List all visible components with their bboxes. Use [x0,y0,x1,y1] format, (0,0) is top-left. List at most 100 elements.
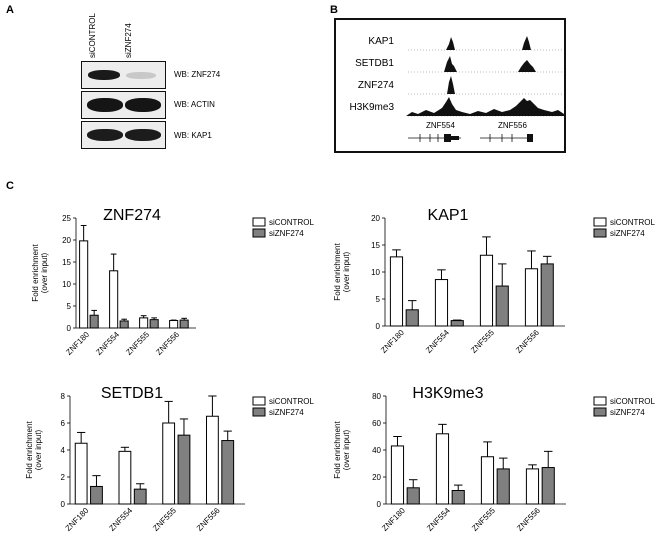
x-tick-label: ZNF554 [425,506,452,533]
x-tick-label: ZNF180 [64,330,91,357]
legend-swatch [593,407,607,417]
x-tick-label: ZNF554 [424,328,451,355]
x-tick-label: ZNF180 [380,506,407,533]
track-label-setdb1: SETDB1 [355,58,394,69]
legend-label: siCONTROL [610,218,655,227]
genome-tracks: ZNF554 ZNF556 [406,36,564,142]
legend-label: siZNF274 [269,408,304,417]
y-axis-label: (over input) [342,429,351,470]
bar [149,319,159,329]
bar [450,320,464,327]
x-tick-label: ZNF556 [154,330,181,357]
y-axis-label: (over input) [34,429,43,470]
bar [221,440,235,505]
western-blot-znf274 [81,61,166,89]
legend-label: siCONTROL [269,397,314,406]
chart-title: H3K9me3 [412,385,483,402]
bar [74,442,88,505]
bar [177,434,191,505]
x-tick-label: ZNF180 [64,506,91,533]
band [126,72,156,79]
y-tick-label: 0 [376,322,381,331]
bar [524,268,539,327]
bar [540,263,554,327]
y-tick-label: 8 [61,392,66,401]
x-tick-label: ZNF555 [470,506,497,533]
y-tick-label: 10 [371,268,380,277]
y-tick-label: 15 [371,241,380,250]
bar [79,240,89,329]
bar [133,488,147,505]
band [87,98,123,112]
blot-label-kap1: WB: KAP1 [174,131,212,140]
y-axis-label: Fold enrichment [25,421,34,479]
chart-title: KAP1 [428,207,469,224]
y-tick-label: 0 [61,500,66,509]
y-tick-label: 20 [371,214,380,223]
bar [495,285,509,327]
y-tick-label: 0 [67,324,72,333]
bar [406,487,420,505]
y-axis-label: Fold enrichment [333,243,342,301]
bar [496,468,510,505]
y-tick-label: 20 [372,473,381,482]
legend-swatch [593,217,607,227]
track-label-h3k9me3: H3K9me3 [349,102,394,113]
y-tick-label: 80 [372,392,381,401]
bar [451,490,465,505]
gene-label-znf556: ZNF556 [498,121,527,130]
x-tick-label: ZNF555 [151,506,178,533]
bar [434,279,449,327]
track-label-znf274: ZNF274 [357,80,394,91]
bar [139,317,149,329]
band [125,129,161,141]
panel-a-letter: A [6,4,14,16]
genome-browser-panel: KAP1 SETDB1 ZNF274 H3K9me3 ZNF554 ZNF556 [334,18,566,153]
y-tick-label: 40 [372,446,381,455]
bar [169,320,179,329]
bar [89,314,99,329]
chart-title: SETDB1 [101,385,163,402]
y-tick-label: 2 [61,473,66,482]
y-tick-label: 5 [376,295,381,304]
western-blot-kap1 [81,121,166,149]
x-tick-label: ZNF556 [195,506,222,533]
bar [118,450,132,505]
band [125,98,161,112]
y-tick-label: 5 [67,302,72,311]
y-axis-label: (over input) [40,252,49,293]
bar [525,468,540,505]
y-axis-label: Fold enrichment [333,421,342,479]
bar [119,320,129,329]
band [88,70,120,80]
panel-b-letter: B [330,4,338,16]
legend-swatch [252,228,266,238]
bar [390,445,405,505]
legend-swatch [252,407,266,417]
bar [389,256,404,327]
blot-label-actin: WB: ACTIN [174,100,215,109]
x-tick-label: ZNF556 [515,506,542,533]
legend-swatch [252,396,266,406]
y-tick-label: 0 [377,500,382,509]
y-tick-label: 20 [62,236,71,245]
y-tick-label: 10 [62,280,71,289]
legend-label: siCONTROL [610,397,655,406]
bar [480,456,495,505]
bar [479,254,494,327]
legend-swatch [593,396,607,406]
bar [206,415,219,505]
y-axis-label: Fold enrichment [31,244,40,302]
legend-label: siZNF274 [269,229,304,238]
panel-c-letter: C [6,180,14,192]
x-tick-label: ZNF554 [107,506,134,533]
legend-swatch [252,217,266,227]
x-tick-label: ZNF556 [514,328,541,355]
y-tick-label: 60 [372,419,381,428]
y-tick-label: 15 [62,258,71,267]
y-tick-label: 6 [61,419,66,428]
bar [435,433,450,505]
legend-label: siZNF274 [610,408,645,417]
bar [179,319,189,329]
